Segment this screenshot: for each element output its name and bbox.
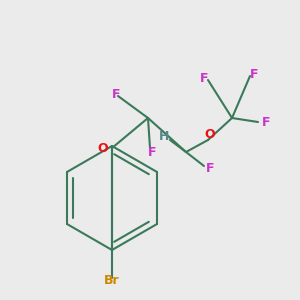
Text: F: F (112, 88, 120, 100)
Text: H: H (159, 130, 169, 142)
Text: O: O (98, 142, 108, 154)
Text: F: F (200, 71, 208, 85)
Text: Br: Br (104, 274, 120, 286)
Text: F: F (262, 116, 270, 128)
Text: F: F (148, 146, 156, 158)
Text: O: O (205, 128, 215, 140)
Text: F: F (206, 161, 214, 175)
Text: F: F (250, 68, 258, 80)
